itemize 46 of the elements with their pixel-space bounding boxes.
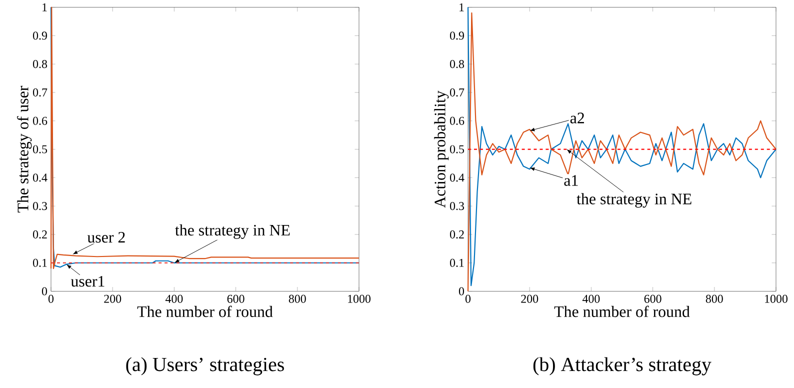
x-tick-label: 400	[165, 294, 183, 303]
y-tick-label: 0.9	[32, 31, 47, 40]
y-tick-label: 0	[458, 287, 464, 296]
y-tick-label: 0.6	[450, 116, 464, 125]
y-tick-label: 0.7	[32, 88, 48, 96]
y-tick-label: 0.4	[32, 173, 48, 182]
annotation: a1	[564, 175, 578, 186]
annotation: the strategy in NE	[576, 193, 692, 208]
x-axis-title: The number of round	[554, 306, 690, 317]
y-tick-label: 0.4	[450, 173, 464, 182]
x-tick-label: 400	[582, 294, 600, 303]
annotation: a2	[570, 112, 584, 124]
y-tick-label: 0.2	[32, 230, 47, 238]
annotation: the strategy in NE	[175, 224, 290, 239]
x-tick-label: 800	[288, 294, 306, 303]
y-tick-label: 0.1	[450, 258, 464, 267]
y-tick-label: 0.9	[450, 31, 464, 40]
annotation: user1	[70, 276, 104, 287]
x-tick-label: 1000	[348, 294, 370, 303]
text: (b) Attacker’s strategy	[533, 357, 712, 376]
x-tick-label: 0	[465, 294, 471, 303]
y-tick-label: 0.3	[450, 202, 464, 210]
x-tick-label: 200	[521, 294, 538, 303]
y-axis-title: The strategy of user	[17, 86, 32, 212]
x-tick-label: 0	[48, 294, 54, 303]
text: (a) Users’ strategies	[126, 357, 284, 376]
y-tick-label: 0.6	[32, 116, 48, 125]
annotation: user 2	[87, 232, 125, 243]
x-tick-label: 600	[644, 294, 662, 303]
y-tick-label: 0.5	[450, 145, 464, 154]
x-tick-label: 1000	[765, 294, 788, 303]
y-axis-title: Action probability	[434, 90, 449, 208]
y-tick-label: 0.3	[32, 202, 48, 210]
x-tick-label: 800	[706, 294, 723, 303]
x-tick-label: 200	[104, 294, 122, 303]
y-tick-label: 0.7	[450, 88, 464, 96]
y-tick-label: 0.1	[32, 258, 47, 267]
y-tick-label: 1	[460, 3, 464, 12]
y-tick-label: 0.8	[32, 60, 48, 68]
y-tick-label: 0.8	[450, 60, 464, 68]
y-tick-label: 0	[42, 287, 48, 296]
x-axis-title: The number of round	[137, 306, 273, 317]
y-tick-label: 1	[42, 3, 47, 12]
x-tick-label: 600	[227, 294, 244, 303]
y-tick-label: 0.5	[32, 145, 48, 154]
y-tick-label: 0.2	[450, 230, 464, 238]
